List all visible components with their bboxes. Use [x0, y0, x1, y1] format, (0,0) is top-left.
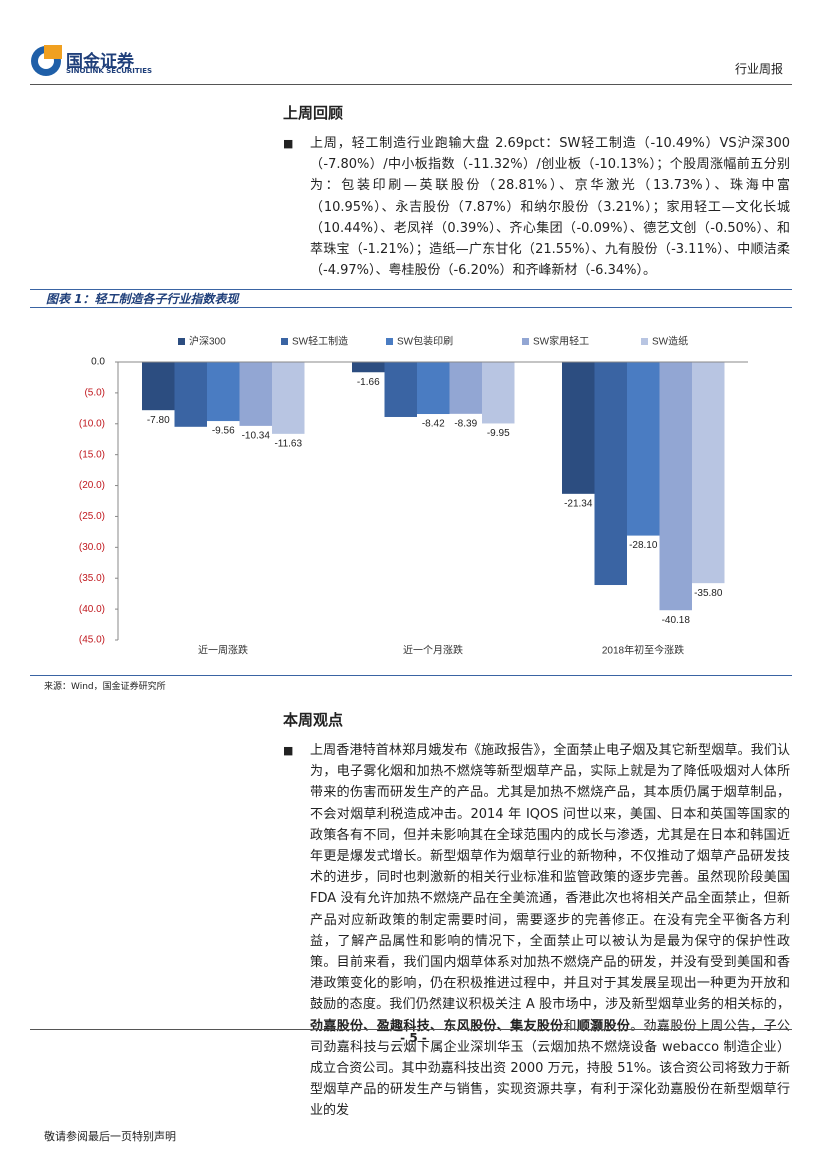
- bar: [417, 362, 450, 415]
- paragraph: 上周香港特首林郑月娥发布《施政报告》，全面禁止电子烟及其它新型烟草。我们认为，电…: [283, 740, 790, 1122]
- y-tick-label: (5.0): [84, 388, 105, 399]
- report-type: 行业周报: [735, 62, 784, 76]
- paragraph: 上周，轻工制造行业跑输大盘 2.69pct：SW轻工制造（-10.49%）VS沪…: [283, 133, 790, 281]
- x-tick-label: 2018年初至今涨跌: [602, 644, 684, 657]
- bar: [482, 362, 515, 424]
- legend-swatch: [178, 338, 185, 345]
- bar: [594, 362, 627, 586]
- data-label: -35.80: [694, 588, 723, 599]
- y-tick-label: (45.0): [79, 635, 105, 646]
- data-label: -40.18: [662, 615, 691, 626]
- section-title: 上周回顾: [283, 104, 344, 122]
- legend-label: SW家用轻工: [533, 335, 589, 348]
- data-label: -11.63: [274, 438, 302, 449]
- y-tick-label: (10.0): [79, 418, 105, 429]
- section-title: 本周观点: [283, 711, 344, 729]
- logo-icon: [31, 45, 62, 76]
- chart: 0.0 (5.0) (10.0) (15.0) (20.0) (25.0) (30.0) (3…: [79, 335, 748, 657]
- header-rule: [30, 84, 792, 85]
- bar: [659, 362, 692, 611]
- y-tick-label: (40.0): [79, 604, 105, 615]
- bar: [142, 362, 175, 411]
- page-number: - 5 -: [400, 1031, 427, 1045]
- disclaimer: 敬请参阅最后一页特别声明: [44, 1130, 176, 1143]
- bar: [272, 362, 305, 434]
- text: 上周，轻工制造行业跑输大盘 2.69pct：SW轻工制造（-10.49%）VS沪…: [310, 136, 790, 279]
- legend-label: SW轻工制造: [292, 335, 348, 348]
- bar: [352, 362, 385, 373]
- data-label: -10.34: [242, 431, 271, 442]
- legend-swatch: [522, 338, 529, 345]
- legend-swatch: [386, 338, 393, 345]
- x-tick-label: 近一周涨跌: [198, 644, 248, 657]
- data-label: -21.34: [564, 498, 593, 509]
- legend-swatch: [641, 338, 648, 345]
- y-tick-label: (15.0): [79, 449, 105, 460]
- data-label: -9.95: [487, 428, 510, 439]
- y-tick-label: (30.0): [79, 542, 105, 553]
- bar: [384, 362, 417, 417]
- y-tick-label: 0.0: [91, 357, 105, 368]
- x-tick-label: 近一个月涨跌: [403, 644, 463, 657]
- data-label: -1.66: [357, 377, 380, 388]
- y-tick-label: (20.0): [79, 480, 105, 491]
- company-name-en: SINOLINK SECURITIES: [66, 67, 153, 75]
- text: 。劲嘉股份上周公告，子公司劲嘉科技与云烟下属企业深圳华玉（云烟加热不燃烧设备 w…: [310, 1018, 790, 1119]
- data-label: -7.80: [147, 415, 170, 426]
- data-label: -8.42: [422, 419, 445, 430]
- bar: [692, 362, 725, 584]
- legend-label: 沪深300: [189, 335, 226, 348]
- data-label: -9.56: [212, 426, 235, 437]
- bar: [207, 362, 240, 422]
- bar: [627, 362, 660, 536]
- source-rule: [30, 675, 792, 676]
- legend-label: SW造纸: [652, 335, 688, 348]
- text: 上周香港特首林郑月娥发布《施政报告》，全面禁止电子烟及其它新型烟草。我们认为，电…: [310, 743, 790, 1013]
- footer-rule: [30, 1029, 792, 1030]
- bar: [449, 362, 482, 414]
- source: 来源：Wind，国金证券研究所: [44, 682, 166, 692]
- company-name: 国金证券: [66, 52, 134, 72]
- legend-label: SW包装印刷: [397, 335, 453, 348]
- bar: [174, 362, 207, 427]
- data-label: -28.10: [629, 540, 658, 551]
- figure-caption-bar: 图表 1：轻工制造各子行业指数表现: [30, 289, 792, 308]
- figure-caption: 图表 1：轻工制造各子行业指数表现: [46, 292, 239, 306]
- y-tick-label: (35.0): [79, 573, 105, 584]
- y-tick-label: (25.0): [79, 511, 105, 522]
- legend-swatch: [281, 338, 288, 345]
- data-label: -8.39: [454, 418, 477, 429]
- bar: [562, 362, 595, 494]
- bar: [239, 362, 272, 426]
